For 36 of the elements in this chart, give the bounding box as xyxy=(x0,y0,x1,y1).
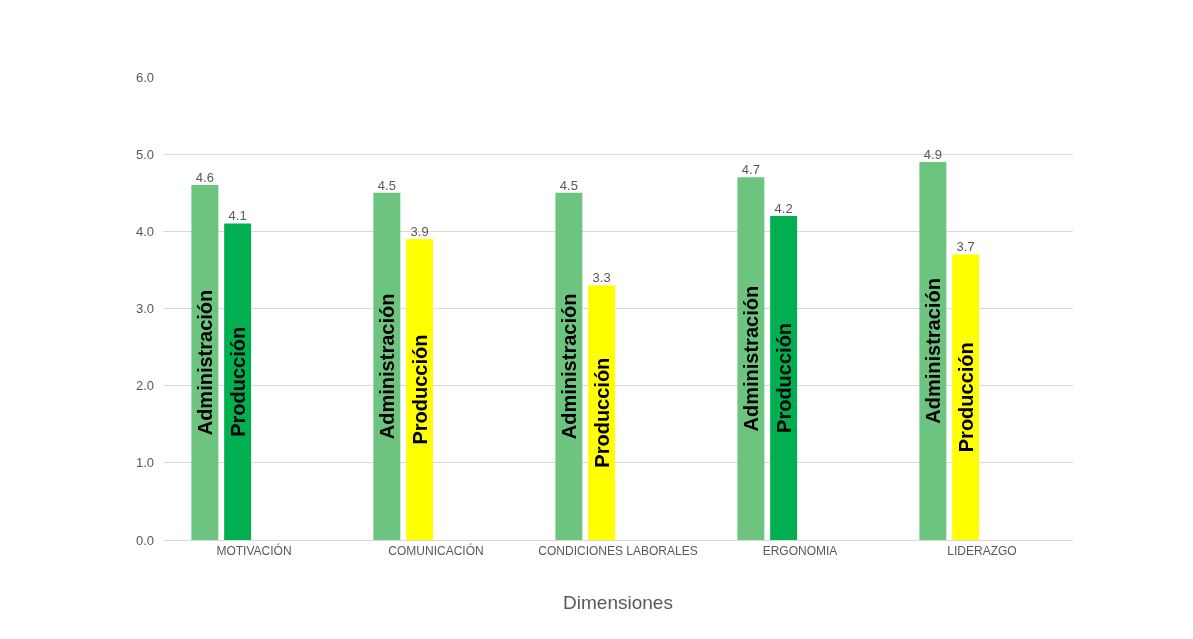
data-label: 4.9 xyxy=(923,146,942,162)
y-tick-label: 6.0 xyxy=(135,69,154,85)
text: Producción xyxy=(590,357,613,468)
data-label: 4.2 xyxy=(774,200,793,216)
text: Producción xyxy=(772,322,795,433)
data-label: 4.1 xyxy=(228,208,247,224)
text: Administración xyxy=(193,289,216,436)
x-tick-label: LIDERAZGO xyxy=(947,544,1017,559)
text: Administración xyxy=(557,293,580,440)
data-label: 4.5 xyxy=(377,177,396,193)
data-label: 4.6 xyxy=(195,169,214,185)
text: Producción xyxy=(954,342,977,453)
data-label: 3.9 xyxy=(410,223,429,239)
data-label: 4.7 xyxy=(741,162,760,178)
y-tick-label: 3.0 xyxy=(135,301,154,317)
bar xyxy=(406,239,434,540)
x-tick-label: MOTIVACIÓN xyxy=(216,543,292,559)
y-tick-label: 5.0 xyxy=(135,146,154,162)
y-tick-label: 2.0 xyxy=(135,378,154,394)
y-tick-label: 1.0 xyxy=(135,455,154,471)
series-label: Administración xyxy=(375,293,398,440)
y-tick-label: 0.0 xyxy=(135,532,154,548)
data-label: 3.3 xyxy=(592,270,611,286)
text: Administración xyxy=(921,278,944,424)
x-tick-label: CONDICIONES LABORALES xyxy=(538,544,698,559)
y-tick-label: 4.0 xyxy=(135,223,154,239)
data-label: 4.5 xyxy=(559,177,578,193)
data-label: 3.7 xyxy=(956,239,975,255)
text: Administración xyxy=(739,285,762,432)
x-tick-label: COMUNICACIÓN xyxy=(388,543,484,559)
text: Producción xyxy=(226,326,249,437)
x-axis-title: Dimensiones xyxy=(563,592,673,614)
series-label: Producción xyxy=(408,334,431,445)
bar xyxy=(770,215,798,540)
x-tick-label: ERGONOMIA xyxy=(762,544,838,559)
bar xyxy=(224,223,252,540)
